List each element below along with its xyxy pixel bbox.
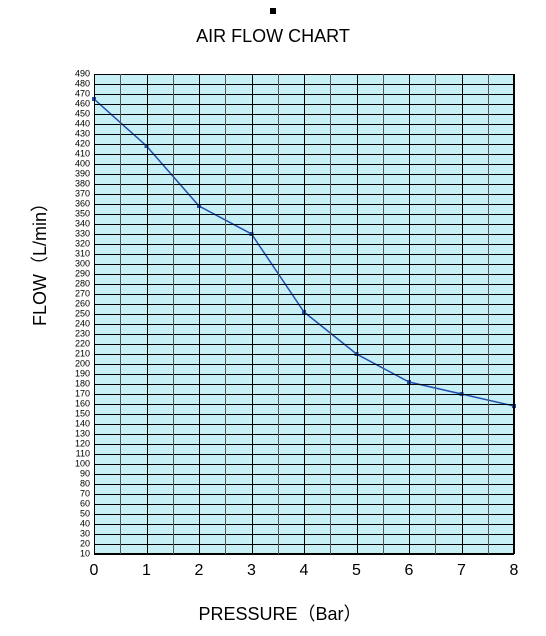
grid-line-vertical xyxy=(173,74,174,554)
y-tick-label: 490 xyxy=(75,70,90,79)
grid-line-vertical xyxy=(514,74,515,554)
y-tick-label: 340 xyxy=(75,220,90,229)
y-tick-label: 170 xyxy=(75,390,90,399)
y-tick-label: 10 xyxy=(80,550,90,559)
y-tick-label: 130 xyxy=(75,430,90,439)
y-tick-label: 90 xyxy=(80,470,90,479)
y-tick-label: 250 xyxy=(75,310,90,319)
grid-line-vertical xyxy=(252,74,253,554)
y-tick-label: 150 xyxy=(75,410,90,419)
y-tick-label: 230 xyxy=(75,330,90,339)
y-tick-label: 100 xyxy=(75,460,90,469)
grid-line-vertical xyxy=(462,74,463,554)
grid-line-vertical xyxy=(199,74,200,554)
y-tick-label: 460 xyxy=(75,100,90,109)
y-tick-label: 410 xyxy=(75,150,90,159)
y-tick-label: 310 xyxy=(75,250,90,259)
grid-line-horizontal xyxy=(94,554,514,555)
x-tick-label: 4 xyxy=(300,562,309,580)
x-axis-label: PRESSURE（Bar） xyxy=(30,600,530,626)
y-tick-label: 400 xyxy=(75,160,90,169)
y-tick-label: 50 xyxy=(80,510,90,519)
x-tick-label: 1 xyxy=(142,562,151,580)
grid-line-vertical xyxy=(120,74,121,554)
y-tick-label: 330 xyxy=(75,230,90,239)
grid-line-vertical xyxy=(488,74,489,554)
chart-title: AIR FLOW CHART xyxy=(0,26,546,47)
y-tick-label: 180 xyxy=(75,380,90,389)
y-tick-label: 370 xyxy=(75,190,90,199)
grid-line-vertical xyxy=(147,74,148,554)
chart-container: FLOW（L/min） 1020304050607080901001101201… xyxy=(30,66,530,626)
y-tick-label: 450 xyxy=(75,110,90,119)
y-tick-label: 270 xyxy=(75,290,90,299)
y-tick-label: 380 xyxy=(75,180,90,189)
y-tick-label: 360 xyxy=(75,200,90,209)
grid-line-vertical xyxy=(94,74,95,554)
y-tick-label: 80 xyxy=(80,480,90,489)
x-tick-label: 3 xyxy=(247,562,256,580)
y-axis-label: FLOW（L/min） xyxy=(26,194,52,326)
grid-line-vertical xyxy=(357,74,358,554)
decorative-dot xyxy=(270,8,276,14)
plot-area: 1020304050607080901001101201301401501601… xyxy=(94,74,514,554)
x-tick-label: 0 xyxy=(90,562,99,580)
y-tick-label: 120 xyxy=(75,440,90,449)
y-tick-label: 200 xyxy=(75,360,90,369)
y-tick-label: 420 xyxy=(75,140,90,149)
x-tick-label: 2 xyxy=(195,562,204,580)
grid-line-vertical xyxy=(383,74,384,554)
y-tick-label: 190 xyxy=(75,370,90,379)
y-tick-label: 300 xyxy=(75,260,90,269)
y-tick-label: 220 xyxy=(75,340,90,349)
y-tick-label: 290 xyxy=(75,270,90,279)
y-tick-label: 480 xyxy=(75,80,90,89)
y-tick-label: 280 xyxy=(75,280,90,289)
y-tick-label: 350 xyxy=(75,210,90,219)
y-tick-label: 30 xyxy=(80,530,90,539)
grid-line-vertical xyxy=(435,74,436,554)
x-tick-label: 8 xyxy=(510,562,519,580)
grid-line-vertical xyxy=(278,74,279,554)
y-tick-label: 110 xyxy=(76,450,90,459)
y-tick-label: 210 xyxy=(75,350,90,359)
y-tick-label: 260 xyxy=(75,300,90,309)
y-tick-label: 140 xyxy=(75,420,90,429)
grid-line-vertical xyxy=(225,74,226,554)
y-tick-label: 60 xyxy=(80,500,90,509)
y-tick-label: 430 xyxy=(75,130,90,139)
y-tick-label: 470 xyxy=(75,90,90,99)
x-tick-label: 6 xyxy=(405,562,414,580)
grid-line-vertical xyxy=(330,74,331,554)
x-tick-label: 7 xyxy=(457,562,466,580)
y-tick-label: 320 xyxy=(75,240,90,249)
y-tick-label: 160 xyxy=(75,400,90,409)
y-tick-label: 70 xyxy=(80,490,90,499)
x-tick-label: 5 xyxy=(352,562,361,580)
y-tick-label: 20 xyxy=(80,540,90,549)
y-tick-label: 40 xyxy=(80,520,90,529)
y-tick-label: 390 xyxy=(75,170,90,179)
grid-line-vertical xyxy=(304,74,305,554)
y-tick-label: 240 xyxy=(75,320,90,329)
grid-line-vertical xyxy=(409,74,410,554)
y-tick-label: 440 xyxy=(75,120,90,129)
